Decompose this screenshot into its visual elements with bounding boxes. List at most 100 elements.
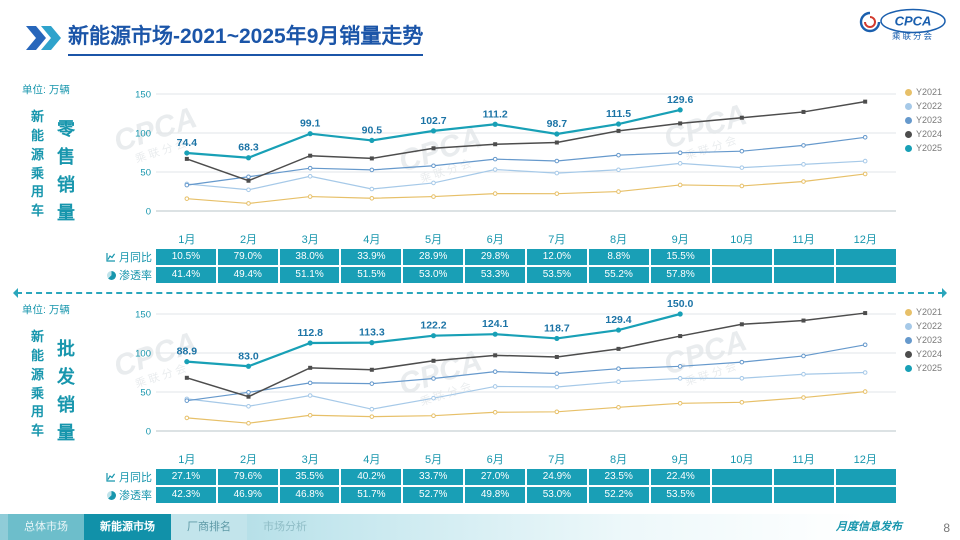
pie-icon xyxy=(107,490,116,500)
legend-marker-icon xyxy=(905,351,912,358)
month-label: 1月 xyxy=(178,454,196,466)
month-label: 11月 xyxy=(792,454,815,466)
stat-cell xyxy=(712,487,773,503)
month-label: 2月 xyxy=(239,234,258,246)
svg-text:0: 0 xyxy=(146,207,151,218)
stat-cell xyxy=(774,487,835,503)
yoy-row-label: 月同比 xyxy=(84,249,152,265)
metric-label-retail: 零售销量 xyxy=(57,119,75,223)
retail-chart-svg: 0 50 100 150 74.4 68.3 99.1 90.5 102.7 111.2 98.7 1… xyxy=(135,90,896,218)
stat-cell: 49.4% xyxy=(217,267,278,283)
svg-text:88.9: 88.9 xyxy=(177,346,198,358)
month-label: 2月 xyxy=(239,454,258,466)
legend-wholesale: Y2021 Y2022 Y2023 Y2024 Y2025 xyxy=(905,308,942,373)
stat-cell: 53.5% xyxy=(650,487,711,503)
yoy-label-text: 月同比 xyxy=(119,472,152,484)
legend-marker-icon xyxy=(905,131,912,138)
stat-cell: 23.5% xyxy=(588,469,649,485)
svg-text:83.0: 83.0 xyxy=(238,350,259,362)
tab-market-analysis[interactable]: 市场分析 xyxy=(263,521,307,533)
stat-cell: 51.5% xyxy=(341,267,402,283)
month-label: 4月 xyxy=(363,454,381,466)
stat-cell: 10.5% xyxy=(156,249,216,265)
svg-text:122.2: 122.2 xyxy=(420,320,446,332)
tab-nev-market[interactable]: 新能源市场 xyxy=(84,514,171,540)
yoy-row: 27.1% 79.6% 35.5% 40.2% 33.7% 27.0% 24.9% 23.5%… xyxy=(156,469,896,485)
legend-label: Y2025 xyxy=(916,143,943,153)
stat-cell: 33.7% xyxy=(403,469,464,485)
legend-label: Y2021 xyxy=(916,87,943,97)
month-label: 5月 xyxy=(424,234,443,246)
svg-text:68.3: 68.3 xyxy=(238,142,259,154)
stat-cell xyxy=(836,469,896,485)
stat-cell: 35.5% xyxy=(279,469,340,485)
svg-text:150: 150 xyxy=(135,310,151,321)
legend-marker-icon xyxy=(905,117,912,124)
svg-text:100: 100 xyxy=(135,129,151,140)
legend-label: Y2022 xyxy=(916,321,943,331)
month-label: 6月 xyxy=(486,454,504,466)
stat-cell: 51.7% xyxy=(341,487,402,503)
legend-label: Y2024 xyxy=(916,349,943,359)
stat-cell: 38.0% xyxy=(279,249,340,265)
tab-overall-market[interactable]: 总体市场 xyxy=(8,514,84,540)
wholesale-section: 单位: 万辆 新能源乘用车 批发销量 0 50 100 150 88.9 83.0 112.… xyxy=(0,298,960,510)
page-number: 8 xyxy=(943,521,950,535)
legend-item-y2024: Y2024 xyxy=(905,130,942,139)
stat-cell xyxy=(712,267,773,283)
month-label: 4月 xyxy=(363,234,381,246)
svg-text:0: 0 xyxy=(146,427,151,438)
month-label: 3月 xyxy=(301,234,319,246)
legend-item-y2021: Y2021 xyxy=(905,88,942,97)
category-label: 新能源乘用车 xyxy=(30,329,44,439)
wholesale-chart: 0 50 100 150 88.9 83.0 112.8 113.3 122.2 124.1 118… xyxy=(126,298,904,450)
stat-cell: 55.2% xyxy=(588,267,649,283)
month-label: 8月 xyxy=(609,234,628,246)
stat-cell: 12.0% xyxy=(526,249,587,265)
legend-label: Y2024 xyxy=(916,129,943,139)
stat-cell: 22.4% xyxy=(650,469,711,485)
svg-text:124.1: 124.1 xyxy=(482,318,508,330)
svg-text:150: 150 xyxy=(135,90,151,101)
stat-cell xyxy=(836,487,896,503)
footer-tabs: 总体市场 新能源市场 厂商排名 市场分析 xyxy=(8,514,323,540)
svg-text:150.0: 150.0 xyxy=(667,298,693,310)
stat-cell: 52.7% xyxy=(403,487,464,503)
stat-cell: 49.8% xyxy=(465,487,525,503)
stat-cell: 15.5% xyxy=(650,249,711,265)
svg-text:100: 100 xyxy=(135,349,151,360)
svg-text:50: 50 xyxy=(140,388,151,399)
month-axis: 1月 2月 3月 4月 5月 6月 7月 8月 9月 10月 11月 12月 xyxy=(156,451,896,466)
stat-cell: 79.0% xyxy=(217,249,278,265)
month-label: 12月 xyxy=(853,454,877,466)
svg-text:50: 50 xyxy=(140,168,151,179)
month-label: 5月 xyxy=(424,454,443,466)
footer: 总体市场 新能源市场 厂商排名 市场分析 月度信息发布 8 xyxy=(0,514,960,540)
wholesale-chart-svg: 0 50 100 150 88.9 83.0 112.8 113.3 122.2 124.1 118… xyxy=(135,298,896,438)
stat-cell: 46.9% xyxy=(217,487,278,503)
penetration-row: 42.3% 46.9% 46.8% 51.7% 52.7% 49.8% 53.0% 52.2%… xyxy=(156,487,896,503)
stat-cell: 46.8% xyxy=(279,487,340,503)
stat-cell: 79.6% xyxy=(217,469,278,485)
legend-label: Y2023 xyxy=(916,335,943,345)
pie-icon xyxy=(107,270,116,280)
stat-cell: 24.9% xyxy=(526,469,587,485)
stat-cell: 8.8% xyxy=(588,249,649,265)
yoy-label-text: 月同比 xyxy=(119,252,152,264)
tab-oem-ranking[interactable]: 厂商排名 xyxy=(171,514,247,540)
penetration-row: 41.4% 49.4% 51.1% 51.5% 53.0% 53.3% 53.5% 55.2%… xyxy=(156,267,896,283)
yoy-row-label: 月同比 xyxy=(84,469,152,485)
stat-cell xyxy=(712,249,773,265)
logo-text: CPCA xyxy=(895,14,932,29)
stat-cell xyxy=(836,267,896,283)
legend-marker-icon xyxy=(905,337,912,344)
stat-cell: 28.9% xyxy=(403,249,464,265)
legend-item-y2021: Y2021 xyxy=(905,308,942,317)
svg-text:74.4: 74.4 xyxy=(177,137,198,149)
month-label: 9月 xyxy=(671,234,689,246)
legend-marker-icon xyxy=(905,309,912,316)
logo-subtext: 乘联分会 xyxy=(892,31,934,41)
month-label: 7月 xyxy=(548,234,566,246)
svg-text:99.1: 99.1 xyxy=(300,118,321,130)
